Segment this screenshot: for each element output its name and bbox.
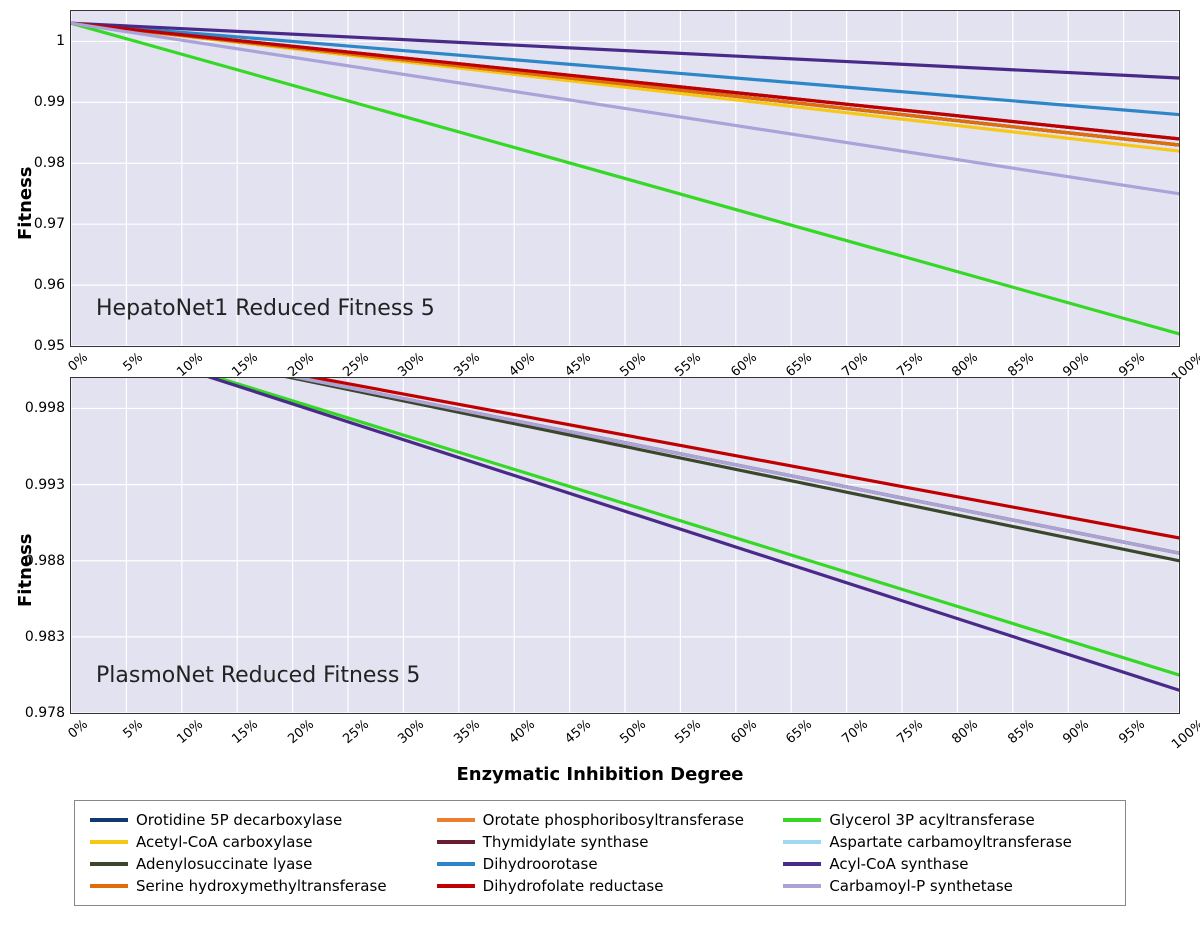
x-tick-label: 5%	[121, 350, 146, 375]
x-tick-label: 25%	[340, 717, 372, 747]
chart-container: Fitness HepatoNet1 Reduced Fitness 5 0.9…	[0, 10, 1200, 906]
legend-swatch	[90, 840, 128, 844]
legend-item-serine_hydroxymethyltransferase: Serine hydroxymethyltransferase	[90, 877, 417, 895]
legend-label: Glycerol 3P acyltransferase	[829, 811, 1034, 829]
legend-item-acyl_coa_synthase: Acyl-CoA synthase	[783, 855, 1110, 873]
x-tick-label: 70%	[839, 717, 871, 747]
legend-label: Aspartate carbamoyltransferase	[829, 833, 1072, 851]
x-tick-label: 95%	[1116, 350, 1148, 380]
x-tick-label: 20%	[285, 350, 317, 380]
y-tick-label: 0.96	[34, 277, 65, 293]
x-tick-label: 40%	[506, 717, 538, 747]
x-tick-label: 65%	[783, 350, 815, 380]
x-tick-label: 45%	[562, 717, 594, 747]
y-tick-label: 0.95	[34, 338, 65, 354]
x-tick-label: 75%	[894, 350, 926, 380]
x-tick-label: 60%	[728, 350, 760, 380]
y-tick-label: 0.988	[25, 553, 65, 569]
legend-swatch	[437, 884, 475, 888]
x-tick-label: 80%	[950, 350, 982, 380]
y-tick-label: 0.98	[34, 155, 65, 171]
x-tick-label: 90%	[1060, 350, 1092, 380]
y-tick-label: 0.97	[34, 216, 65, 232]
y-tick-label: 0.99	[34, 94, 65, 110]
x-tick-label: 25%	[340, 350, 372, 380]
legend-swatch	[783, 884, 821, 888]
x-tick-label: 50%	[617, 717, 649, 747]
legend-label: Serine hydroxymethyltransferase	[136, 877, 387, 895]
x-tick-label: 35%	[451, 717, 483, 747]
x-tick-label: 70%	[839, 350, 871, 380]
panel-title-top: HepatoNet1 Reduced Fitness 5	[96, 296, 435, 321]
chart-panel-plasmonet: PlasmoNet Reduced Fitness 5 0.9780.9830.…	[70, 377, 1180, 714]
x-tick-label: 15%	[229, 350, 261, 380]
legend-swatch	[437, 818, 475, 822]
x-tick-label: 60%	[728, 717, 760, 747]
legend-item-carbamoyl_p_synthetase: Carbamoyl-P synthetase	[783, 877, 1110, 895]
legend-label: Acyl-CoA synthase	[829, 855, 968, 873]
x-tick-label: 85%	[1005, 717, 1037, 747]
x-tick-label: 30%	[396, 350, 428, 380]
x-tick-label: 0%	[66, 350, 91, 375]
y-tick-label: 0.993	[25, 477, 65, 493]
y-axis-label-bottom: Fitness	[15, 533, 36, 607]
x-tick-label: 5%	[121, 717, 146, 742]
x-tick-label: 55%	[673, 350, 705, 380]
legend-label: Dihydrofolate reductase	[483, 877, 664, 895]
legend-item-aspartate_carbamoyltransferase: Aspartate carbamoyltransferase	[783, 833, 1110, 851]
legend-swatch	[90, 862, 128, 866]
legend-label: Carbamoyl-P synthetase	[829, 877, 1013, 895]
x-tick-label: 85%	[1005, 350, 1037, 380]
legend-item-acetyl_coa_carboxylase: Acetyl-CoA carboxylase	[90, 833, 417, 851]
x-tick-label: 45%	[562, 350, 594, 380]
x-tick-label: 65%	[783, 717, 815, 747]
legend-label: Orotate phosphoribosyltransferase	[483, 811, 744, 829]
x-tick-label: 75%	[894, 717, 926, 747]
legend-item-dihydrofolate_reductase: Dihydrofolate reductase	[437, 877, 764, 895]
legend-swatch	[90, 884, 128, 888]
legend-label: Dihydroorotase	[483, 855, 598, 873]
x-tick-label: 10%	[174, 717, 206, 747]
y-tick-label: 0.998	[25, 400, 65, 416]
x-tick-label: 55%	[673, 717, 705, 747]
legend-item-glycerol_3p_acyltransferase: Glycerol 3P acyltransferase	[783, 811, 1110, 829]
x-tick-label: 95%	[1116, 717, 1148, 747]
panel-title-bottom: PlasmoNet Reduced Fitness 5	[96, 663, 420, 688]
x-tick-label: 10%	[174, 350, 206, 380]
legend-swatch	[437, 840, 475, 844]
x-tick-label: 15%	[229, 717, 261, 747]
x-tick-label: 20%	[285, 717, 317, 747]
legend-item-adenylosuccinate_lyase: Adenylosuccinate lyase	[90, 855, 417, 873]
legend-item-thymidylate_synthase: Thymidylate synthase	[437, 833, 764, 851]
x-tick-label: 100%	[1169, 717, 1200, 752]
legend-item-orotate_phosphoribosyltransferase: Orotate phosphoribosyltransferase	[437, 811, 764, 829]
legend-label: Thymidylate synthase	[483, 833, 649, 851]
y-tick-label: 1	[56, 33, 65, 49]
x-tick-label: 40%	[506, 350, 538, 380]
x-tick-label: 0%	[66, 717, 91, 742]
legend-label: Acetyl-CoA carboxylase	[136, 833, 313, 851]
legend: Orotidine 5P decarboxylase Orotate phosph…	[74, 800, 1126, 906]
legend-item-dihydroorotase: Dihydroorotase	[437, 855, 764, 873]
x-tick-label: 90%	[1060, 717, 1092, 747]
legend-swatch	[783, 862, 821, 866]
chart-panel-hepatonet1: HepatoNet1 Reduced Fitness 5 0.950.960.9…	[70, 10, 1180, 347]
y-tick-label: 0.983	[25, 629, 65, 645]
x-tick-label: 35%	[451, 350, 483, 380]
legend-swatch	[90, 818, 128, 822]
x-tick-label: 50%	[617, 350, 649, 380]
legend-swatch	[783, 818, 821, 822]
x-tick-label: 30%	[396, 717, 428, 747]
x-axis-label: Enzymatic Inhibition Degree	[0, 764, 1200, 785]
legend-swatch	[437, 862, 475, 866]
y-tick-label: 0.978	[25, 705, 65, 721]
legend-label: Adenylosuccinate lyase	[136, 855, 312, 873]
legend-swatch	[783, 840, 821, 844]
legend-item-orotidine_5p_decarboxylase: Orotidine 5P decarboxylase	[90, 811, 417, 829]
x-tick-label: 80%	[950, 717, 982, 747]
legend-label: Orotidine 5P decarboxylase	[136, 811, 342, 829]
